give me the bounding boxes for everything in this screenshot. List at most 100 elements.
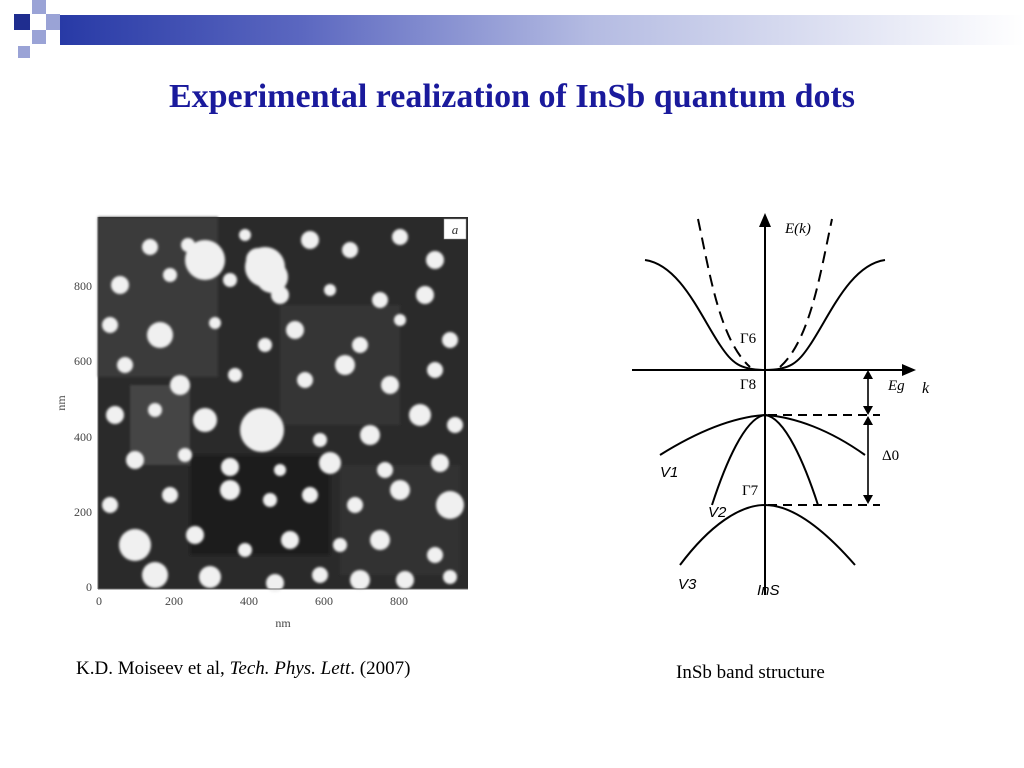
k-axis-arrowhead [902,364,916,376]
material-label: InS [757,582,780,599]
quantum-dot [324,284,336,296]
quantum-dot [178,448,192,462]
v1-label: V1 [660,464,678,481]
quantum-dot [347,497,363,513]
v3-label: V3 [678,576,697,593]
gamma6-label: Γ6 [740,331,757,347]
quantum-dot [142,562,168,588]
quantum-dot [258,338,272,352]
quantum-dot [302,487,318,503]
quantum-dot [396,571,414,589]
gap-arrowheads [863,370,873,415]
quantum-dot [117,357,133,373]
conduction-band-curve [644,259,886,372]
quantum-dot [221,458,239,476]
quantum-dot [142,239,158,255]
quantum-dot [274,464,286,476]
quantum-dot [342,242,358,258]
split-label: Δ0 [882,448,899,464]
x-tick-label: 600 [315,594,333,608]
split-arrowheads [863,416,873,504]
x-tick-label: 0 [96,594,102,608]
quantum-dot [313,433,327,447]
slide-title: Experimental realization of InSb quantum… [168,78,856,115]
quantum-dot [394,314,406,326]
quantum-dot [119,529,151,561]
quantum-dot [185,240,225,280]
gamma7-label: Γ7 [742,483,759,499]
v3-band-curve [679,503,856,566]
energy-axis-arrowhead [759,213,771,227]
caption-year: . (2007) [350,658,411,679]
quantum-dot [426,251,444,269]
quantum-dot [240,408,284,452]
quantum-dot [392,229,408,245]
caption-journal: Tech. Phys. Lett [229,658,351,679]
quantum-dot [111,276,129,294]
panel-label: a [452,222,459,237]
band-structure-caption: InSb band structure [676,662,825,683]
panel-label-box [443,218,467,240]
quantum-dot [335,355,355,375]
quantum-dot [246,248,270,272]
caption-authors: K.D. Moiseev et al, [76,658,230,679]
quantum-dot [416,286,434,304]
quantum-dot [126,451,144,469]
gap-label: Eg [887,378,905,394]
gamma8-label: Γ8 [740,377,756,393]
quantum-dot [209,317,221,329]
x-axis-label: nm [275,616,291,630]
conduction-band-dashed-curve [697,218,833,368]
quantum-dot [162,487,178,503]
y-axis-label: nm [54,395,68,411]
quantum-dot [102,317,118,333]
quantum-dot [181,238,195,252]
band-structure-diagram: E(k) k Γ6 Γ8 Γ7 Eg Δ0 V1 V2 V3 InS [632,213,930,599]
quantum-dot [301,231,319,249]
quantum-dot [263,493,277,507]
quantum-dot [186,526,204,544]
y-tick-label: 200 [74,505,92,519]
afm-citation-caption: K.D. Moiseev et al, Tech. Phys. Lett. (2… [76,658,410,680]
y-tick-label: 600 [74,354,92,368]
quantum-dot [319,452,341,474]
quantum-dot [409,404,431,426]
quantum-dot [360,425,380,445]
quantum-dot [431,454,449,472]
quantum-dot [228,368,242,382]
quantum-dot [427,547,443,563]
energy-axis-label: E(k) [784,221,811,237]
quantum-dot [352,337,368,353]
quantum-dot [281,531,299,549]
quantum-dot [163,268,177,282]
quantum-dot [350,570,370,590]
x-tick-label: 200 [165,594,183,608]
quantum-dot [220,480,240,500]
quantum-dot [443,570,457,584]
y-tick-label: 0 [86,580,92,594]
v2-band-curve [711,413,819,506]
y-tick-label: 800 [74,279,92,293]
quantum-dot [447,417,463,433]
quantum-dot [381,376,399,394]
quantum-dot [442,332,458,348]
quantum-dot [106,406,124,424]
afm-image-figure: a 0 200 400 600 800 nm 0 200 400 600 800… [54,217,468,630]
quantum-dot [102,497,118,513]
x-tick-label: 400 [240,594,258,608]
quantum-dot [312,567,328,583]
quantum-dot [266,574,284,592]
quantum-dot [286,321,304,339]
quantum-dots [102,229,464,592]
quantum-dot [147,322,173,348]
quantum-dot [436,491,464,519]
x-tick-label: 800 [390,594,408,608]
v2-label: V2 [708,504,727,521]
quantum-dot [199,566,221,588]
quantum-dot [297,372,313,388]
quantum-dot [377,462,393,478]
quantum-dot [170,375,190,395]
quantum-dot [333,538,347,552]
quantum-dot [238,543,252,557]
quantum-dot [390,480,410,500]
